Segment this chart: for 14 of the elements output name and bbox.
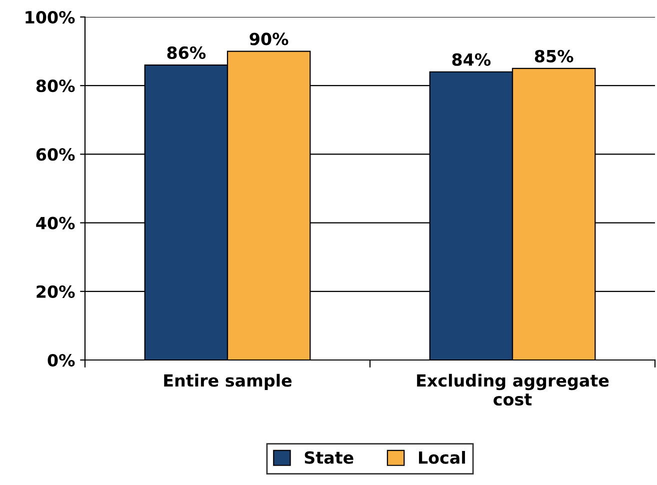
data-label: 84% [452,53,491,66]
y-tick-label: 80% [36,80,75,92]
data-label: 85% [534,50,574,62]
y-tick-label: 20% [36,285,75,298]
y-tick-label: 100% [26,10,75,24]
data-label: 86% [167,46,206,60]
y-tick-label: 60% [36,148,75,161]
y-tick-label: 0% [48,354,75,367]
legend-label: State [304,451,354,464]
legend-label: Local [418,450,465,464]
data-label: 90% [250,32,288,46]
y-tick-label: 40% [36,216,75,230]
x-tick-label: Excluding aggregate cost [417,374,609,406]
x-tick-label: Entire sample [164,374,292,390]
